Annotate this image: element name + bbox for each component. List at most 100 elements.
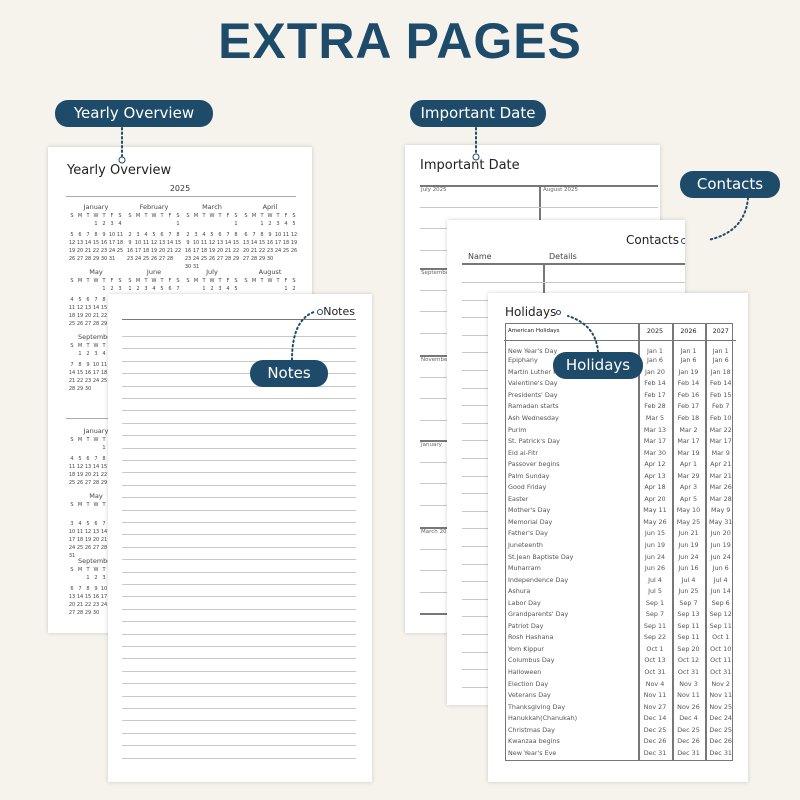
holiday-row: Purim Mar 13 Mar 2 Mar 22: [504, 424, 736, 436]
day: 18: [200, 248, 208, 254]
month-name: January: [83, 203, 109, 211]
holiday-date: Jun 19: [678, 541, 699, 550]
header-2027: 2027: [705, 323, 737, 341]
day: 1: [202, 286, 206, 292]
day: 16: [84, 370, 92, 376]
day: 3: [144, 286, 148, 292]
holiday-date: Sep 7: [679, 598, 698, 607]
holiday-row: Eid al-Fitr Mar 30 Mar 19 Mar 9: [504, 447, 736, 459]
section-label: November: [421, 357, 450, 363]
day: 5: [160, 286, 164, 292]
holiday-date: Oct 31: [644, 668, 666, 677]
day: 20: [158, 248, 166, 254]
day: 20: [242, 248, 250, 254]
holiday-date: Mar 17: [677, 437, 700, 446]
weekday: S: [70, 343, 74, 349]
empty-day: [68, 285, 76, 293]
weekday: W: [209, 278, 215, 284]
empty-day: [76, 574, 84, 582]
day: 10: [192, 240, 200, 246]
holiday-date: May 10: [676, 506, 701, 515]
holiday-row: Thanksgiving Day Nov 27 Nov 26 Nov 25: [504, 701, 736, 713]
day: 12: [76, 305, 84, 311]
holiday-date: Jun 15: [644, 529, 666, 538]
day: 8: [94, 232, 98, 238]
day: 21: [92, 472, 100, 478]
weekday: T: [260, 278, 264, 284]
holiday-name: Father's Day: [508, 529, 548, 538]
holiday-date: Dec 26: [709, 737, 732, 746]
page-heading: EXTRA PAGES: [218, 13, 582, 69]
weekday: T: [144, 213, 148, 219]
holiday-row: Mother's Day May 11 May 10 May 9: [504, 505, 736, 517]
weekday: T: [102, 567, 106, 573]
day: 8: [86, 586, 90, 592]
holiday-date: Jun 25: [678, 587, 699, 596]
holiday-row: Epiphany Jan 6 Jan 6 Jan 6: [504, 355, 736, 367]
holiday-row: Veterans Day Nov 11 Nov 11 Nov 11: [504, 689, 736, 701]
day: 30: [184, 264, 192, 270]
holiday-row: Hanukkah(Chanukah) Dec 14 Dec 4 Dec 24: [504, 712, 736, 724]
day: 14: [76, 594, 84, 600]
day: 1: [128, 286, 132, 292]
day: 29: [100, 480, 108, 486]
weekday: T: [86, 278, 90, 284]
weekday: T: [202, 278, 206, 284]
holiday-date: Jun 16: [678, 564, 699, 573]
day: 30: [100, 256, 108, 262]
empty-day: [84, 444, 92, 452]
day: 18: [68, 472, 76, 478]
holiday-name: Martin Luther King Jr. Day: [508, 367, 590, 376]
empty-day: [150, 220, 158, 228]
holiday-date: Nov 2: [711, 679, 730, 688]
holiday-date: Nov 26: [677, 702, 700, 711]
holiday-row: Palm Sunday Apr 13 Mar 29 Mar 21: [504, 470, 736, 482]
holiday-date: Feb 18: [677, 414, 700, 422]
day: 28: [76, 610, 84, 616]
holiday-row: Grandparents' Day Sep 7 Sep 13 Sep 12: [504, 609, 736, 621]
day: 7: [176, 286, 180, 292]
holiday-name: Independence Day: [508, 575, 569, 584]
day: 31: [108, 256, 116, 262]
day: 21: [224, 248, 232, 254]
day: 8: [234, 232, 238, 238]
holiday-date: Sep 22: [643, 633, 667, 642]
weekday: M: [193, 278, 199, 284]
holiday-date: Dec 31: [643, 748, 667, 757]
day: 15: [232, 240, 240, 246]
holiday-date: Nov 11: [643, 691, 667, 700]
note-line: [122, 336, 356, 337]
empty-day: [192, 285, 200, 293]
note-line: [122, 360, 356, 362]
day: 22: [76, 378, 84, 384]
holiday-date: Jan 6: [680, 356, 697, 365]
day: 19: [208, 248, 216, 254]
day: 7: [226, 232, 230, 238]
holiday-date: Apr 18: [644, 483, 666, 492]
day: 20: [84, 472, 92, 478]
day: 22: [100, 472, 108, 478]
weekday: W: [93, 213, 99, 219]
day: 1: [284, 286, 288, 292]
day: 31: [68, 553, 76, 559]
empty-day: [68, 220, 76, 228]
holiday-date: Dec 26: [643, 737, 667, 746]
day: 26: [150, 256, 158, 262]
day: 28: [224, 256, 232, 262]
label-contacts: Contacts: [680, 171, 780, 198]
day: 20: [92, 537, 100, 543]
weekday: F: [284, 213, 288, 219]
day: 12: [150, 240, 158, 246]
day: 4: [118, 221, 122, 227]
day: 3: [110, 221, 114, 227]
day: 28: [92, 321, 100, 327]
day: 15: [100, 464, 108, 470]
day: 17: [100, 594, 108, 600]
day: 5: [78, 456, 82, 462]
